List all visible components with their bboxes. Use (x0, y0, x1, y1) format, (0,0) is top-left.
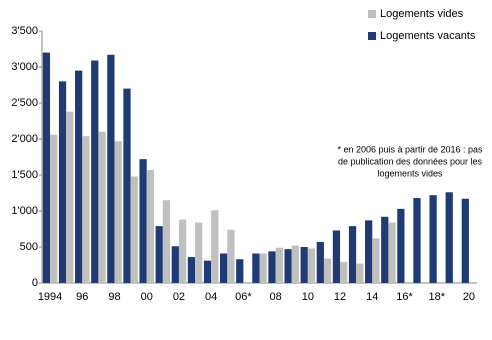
y-tick-label: 2'500 (11, 97, 38, 109)
bar (397, 208, 405, 283)
y-tick-label: 500 (20, 241, 38, 253)
bar (236, 259, 244, 283)
bar (300, 247, 308, 283)
bar (413, 198, 421, 283)
bar (307, 248, 316, 283)
bar (42, 52, 51, 283)
bar (58, 81, 67, 284)
bar (429, 195, 437, 283)
bar (75, 70, 83, 283)
x-tick-label: 10 (302, 291, 314, 303)
x-tick-label: 96 (76, 291, 88, 303)
bar (155, 226, 163, 283)
bar (381, 216, 389, 283)
x-tick-label: 14 (366, 291, 378, 303)
bar (259, 253, 267, 283)
y-tick-label: 0 (32, 277, 38, 289)
bar (162, 200, 171, 283)
bar (123, 88, 131, 283)
bar (445, 192, 453, 283)
bar (291, 245, 299, 283)
annotation: * en 2006 puis à partir de 2016 : pas (337, 144, 483, 154)
bar (82, 136, 90, 283)
annotation: logements vides (377, 168, 443, 178)
legend-swatch (368, 10, 376, 18)
bar (130, 176, 138, 283)
bar (275, 247, 283, 283)
x-tick-label: 12 (334, 291, 346, 303)
y-tick-label: 1'500 (11, 169, 38, 181)
x-tick-label: 1994 (38, 291, 62, 303)
bar (178, 219, 187, 283)
x-tick-label: 00 (141, 291, 153, 303)
bar (50, 134, 58, 283)
bar (187, 257, 196, 283)
x-tick-label: 20 (463, 291, 475, 303)
bar (66, 111, 74, 283)
y-tick-label: 3'500 (11, 25, 38, 37)
bar (146, 169, 154, 283)
bar (316, 241, 324, 283)
bar (203, 260, 212, 283)
x-tick-label: 16* (396, 291, 413, 303)
bar (461, 198, 469, 283)
legend-swatch (368, 32, 376, 40)
y-tick-label: 1'000 (11, 205, 38, 217)
bar (139, 159, 147, 283)
bar (356, 263, 364, 283)
bar (107, 54, 115, 284)
y-tick-label: 2'000 (11, 133, 38, 145)
x-tick-label: 04 (205, 291, 217, 303)
x-tick-label: 06* (235, 291, 252, 303)
bar (365, 220, 373, 283)
bar (171, 246, 179, 283)
bar (91, 60, 99, 283)
x-tick-label: 18* (428, 291, 445, 303)
x-tick-label: 98 (108, 291, 120, 303)
bar (227, 229, 235, 283)
bar (372, 238, 380, 283)
bar (268, 251, 276, 283)
bar (284, 249, 292, 283)
annotation: de publication des données pour les (338, 156, 483, 166)
bar (332, 230, 341, 283)
legend-label: Logements vides (380, 8, 464, 20)
bar (98, 131, 106, 283)
bar (114, 141, 122, 283)
bar (388, 222, 396, 283)
bar (211, 210, 219, 283)
bar (348, 226, 357, 283)
y-tick-label: 3'000 (11, 61, 38, 73)
bar (323, 258, 332, 283)
bar (340, 262, 348, 283)
bar (252, 253, 260, 283)
x-tick-label: 08 (269, 291, 281, 303)
legend-label: Logements vacants (380, 30, 476, 42)
x-tick-label: 02 (173, 291, 185, 303)
bar (195, 222, 203, 283)
bar (220, 253, 228, 283)
